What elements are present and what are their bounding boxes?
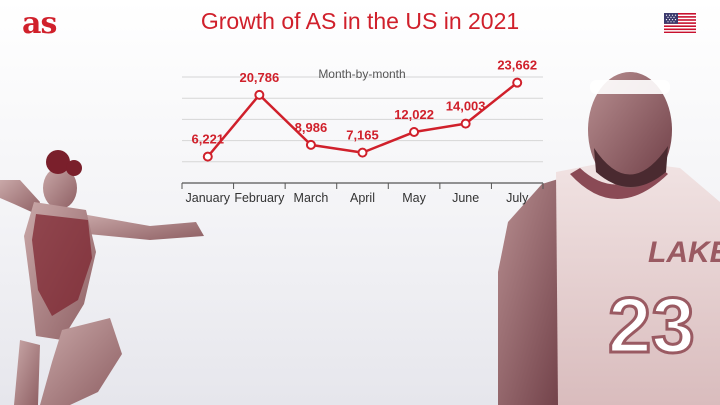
data-label: 6,221: [192, 132, 225, 147]
data-label: 7,165: [346, 128, 379, 143]
x-tick-label: January: [186, 191, 231, 205]
chart-subtitle: Month-by-month: [318, 67, 405, 81]
chart-title: Growth of AS in the US in 2021: [200, 8, 520, 34]
data-label: 8,986: [295, 120, 328, 135]
svg-text:23: 23: [608, 281, 695, 369]
gymnast-photo: [0, 150, 204, 405]
x-axis: [181, 182, 544, 189]
x-tick-label: June: [452, 191, 479, 205]
data-label: 14,003: [446, 99, 486, 114]
data-point: [254, 89, 265, 100]
data-labels: 6,221 20,786 8,986 7,165 12,022 14,003 23,662: [192, 58, 538, 147]
x-tick-label: May: [402, 191, 426, 205]
data-point: [202, 151, 213, 162]
data-label: 12,022: [394, 107, 434, 122]
svg-text:LAKERS: LAKERS: [648, 236, 720, 269]
x-axis-labels: January February March April May June July: [186, 191, 530, 205]
basketball-player-photo: LAKERS 23: [498, 72, 720, 405]
data-point: [357, 147, 368, 158]
data-label: 23,662: [497, 58, 537, 73]
as-logo: as: [22, 6, 57, 41]
data-point: [409, 127, 420, 138]
x-tick-label: March: [294, 191, 329, 205]
us-flag-icon: [664, 13, 696, 33]
chart-gridlines: [182, 76, 543, 163]
x-tick-label: July: [506, 191, 529, 205]
x-tick-label: April: [350, 191, 375, 205]
data-points: [202, 77, 523, 162]
data-point: [460, 118, 471, 129]
x-tick-label: February: [234, 191, 285, 205]
data-point: [512, 77, 523, 88]
data-label: 20,786: [239, 70, 279, 85]
data-point: [305, 139, 316, 150]
